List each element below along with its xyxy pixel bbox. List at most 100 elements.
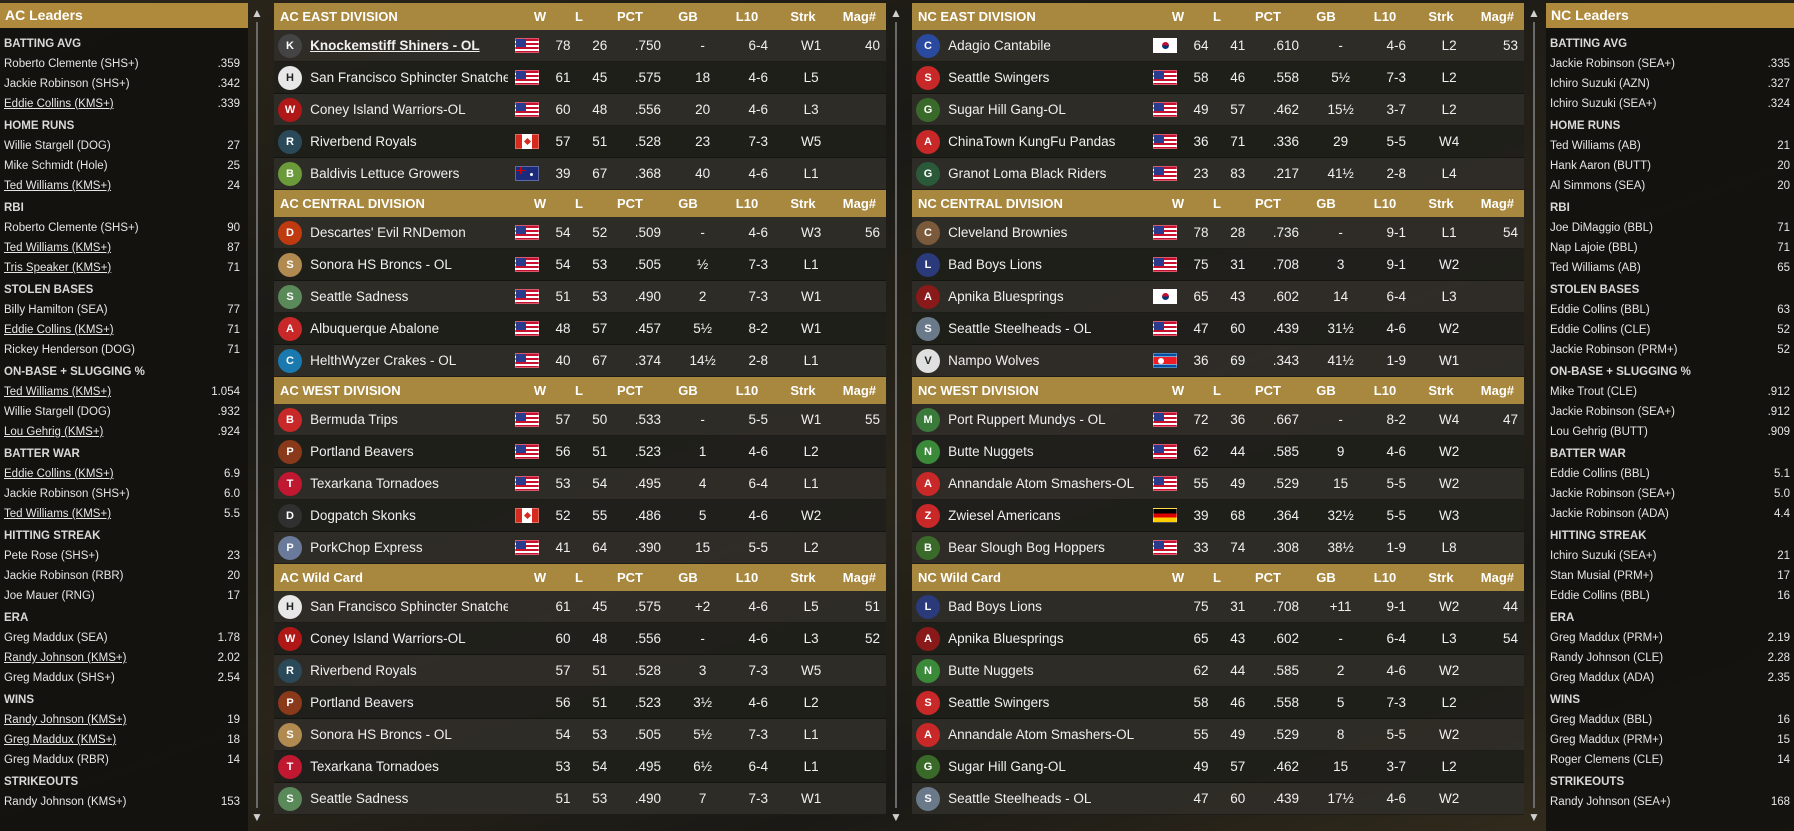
col-header-strk[interactable]: Strk [1428,383,1454,398]
col-header-strk[interactable]: Strk [790,383,816,398]
leader-row[interactable]: Roger Clemens (CLE) 14 [1546,750,1794,770]
leader-player[interactable]: Jackie Robinson (SHS+) [4,78,130,90]
leader-row[interactable]: Eddie Collins (KMS+) .339 [0,94,244,114]
leader-player[interactable]: Roberto Clemente (SHS+) [4,222,139,234]
leader-player[interactable]: Rickey Henderson (DOG) [4,344,136,356]
team-name[interactable]: Knockemstiff Shiners - OL [310,38,480,53]
scroll-up-icon[interactable]: ▲ [251,6,263,20]
leader-player[interactable]: Ted Williams (KMS+) [4,180,112,192]
leader-player[interactable]: Eddie Collins (KMS+) [4,98,114,110]
scroll-down-icon[interactable]: ▼ [251,810,263,824]
leader-player[interactable]: Eddie Collins (KMS+) [4,468,114,480]
scroll-down-icon[interactable]: ▼ [1528,810,1540,824]
leader-row[interactable]: Ichiro Suzuki (SEA+) 21 [1546,546,1794,566]
leader-row[interactable]: Eddie Collins (BBL) 5.1 [1546,464,1794,484]
team-name[interactable]: Apnika Bluesprings [948,631,1064,646]
team-name[interactable]: Bad Boys Lions [948,599,1042,614]
team-name[interactable]: Coney Island Warriors-OL [310,102,466,117]
leader-player[interactable]: Greg Maddux (KMS+) [4,734,117,746]
leader-player[interactable]: Pete Rose (SHS+) [4,550,99,562]
team-row[interactable]: H San Francisco Sphincter Snatchers 61 45 .5… [274,591,886,623]
leader-player[interactable]: Mike Schmidt (Hole) [4,160,108,172]
team-name[interactable]: Cleveland Brownies [948,225,1068,240]
leader-row[interactable]: Greg Maddux (PRM+) 15 [1546,730,1794,750]
team-row[interactable]: V Nampo Wolves 36 69 .343 41½ 1-9 W1 [912,345,1524,377]
leader-player[interactable]: Jackie Robinson (SEA+) [1550,488,1675,500]
leader-player[interactable]: Greg Maddux (RBR) [4,754,109,766]
leader-row[interactable]: Jackie Robinson (SHS+) .342 [0,74,244,94]
team-name[interactable]: Nampo Wolves [948,353,1040,368]
leader-player[interactable]: Eddie Collins (KMS+) [4,324,114,336]
leader-row[interactable]: Eddie Collins (CLE) 52 [1546,320,1794,340]
scroll-track[interactable] [256,22,258,808]
leader-player[interactable]: Lou Gehrig (KMS+) [4,426,104,438]
team-name[interactable]: Bear Slough Bog Hoppers [948,540,1105,555]
leader-player[interactable]: Eddie Collins (BBL) [1550,304,1650,316]
leader-row[interactable]: Mike Schmidt (Hole) 25 [0,156,244,176]
leader-player[interactable]: Greg Maddux (ADA) [1550,672,1655,684]
team-row[interactable]: A ChinaTown KungFu Pandas 36 71 .336 29 5-5 W4 [912,126,1524,158]
leader-row[interactable]: Tris Speaker (KMS+) 71 [0,258,244,278]
leader-row[interactable]: Al Simmons (SEA) 20 [1546,176,1794,196]
leader-row[interactable]: Jackie Robinson (SEA+) .912 [1546,402,1794,422]
team-row[interactable]: B Bermuda Trips 57 50 .533 - 5-5 W1 55 [274,404,886,436]
col-header-pct[interactable]: PCT [617,9,643,24]
leader-row[interactable]: Ted Williams (KMS+) 24 [0,176,244,196]
leader-player[interactable]: Lou Gehrig (BUTT) [1550,426,1648,438]
team-row[interactable]: L Bad Boys Lions 75 31 .708 3 9-1 W2 [912,249,1524,281]
col-header-gb[interactable]: GB [678,570,698,585]
col-header-mag[interactable]: Mag# [1480,570,1514,585]
col-header-w[interactable]: W [533,196,547,211]
team-name[interactable]: Sugar Hill Gang-OL [948,102,1066,117]
leader-player[interactable]: Joe DiMaggio (BBL) [1550,222,1653,234]
leader-row[interactable]: Eddie Collins (BBL) 16 [1546,586,1794,606]
leader-player[interactable]: Ted Williams (AB) [1550,262,1641,274]
leader-player[interactable]: Ichiro Suzuki (SEA+) [1550,98,1657,110]
col-header-pct[interactable]: PCT [1255,570,1281,585]
leader-row[interactable]: Greg Maddux (BBL) 16 [1546,710,1794,730]
team-row[interactable]: S Seattle Sadness 51 53 .490 7 7-3 W1 [274,783,886,815]
leader-row[interactable]: Randy Johnson (CLE) 2.28 [1546,648,1794,668]
team-row[interactable]: G Granot Loma Black Riders 23 83 .217 41½ 2-8 L… [912,158,1524,190]
leader-row[interactable]: Jackie Robinson (SHS+) 6.0 [0,484,244,504]
col-header-gb[interactable]: GB [1316,383,1336,398]
leader-row[interactable]: Greg Maddux (ADA) 2.35 [1546,668,1794,688]
leader-row[interactable]: Roberto Clemente (SHS+) 90 [0,218,244,238]
leader-player[interactable]: Billy Hamilton (SEA) [4,304,108,316]
col-header-l10[interactable]: L10 [1373,9,1397,24]
team-name[interactable]: San Francisco Sphincter Snatchers [310,70,509,85]
leader-player[interactable]: Jackie Robinson (ADA) [1550,508,1669,520]
col-header-mag[interactable]: Mag# [842,9,876,24]
nc-standings-scrollbar[interactable]: ▲ ▼ [1527,6,1541,824]
col-header-w[interactable]: W [1171,383,1185,398]
leader-player[interactable]: Eddie Collins (CLE) [1550,324,1651,336]
team-name[interactable]: Bad Boys Lions [948,257,1042,272]
leader-row[interactable]: Joe Mauer (RNG) 17 [0,586,244,606]
team-row[interactable]: S Seattle Sadness 51 53 .490 2 7-3 W1 [274,281,886,313]
team-row[interactable]: A Albuquerque Abalone 48 57 .457 5½ 8-2 W1 [274,313,886,345]
team-row[interactable]: P PorkChop Express 41 64 .390 15 5-5 L2 [274,532,886,564]
col-header-pct[interactable]: PCT [1255,9,1281,24]
team-row[interactable]: S Sonora HS Broncs - OL 54 53 .505 5½ 7-3 L1 [274,719,886,751]
leader-row[interactable]: Mike Trout (CLE) .912 [1546,382,1794,402]
team-row[interactable]: H San Francisco Sphincter Snatchers 61 45 .5… [274,62,886,94]
team-name[interactable]: Baldivis Lettuce Growers [310,166,460,181]
team-row[interactable]: S Seattle Swingers 58 46 .558 5½ 7-3 L2 [912,62,1524,94]
col-header-w[interactable]: W [533,9,547,24]
leader-row[interactable]: Willie Stargell (DOG) .932 [0,402,244,422]
leader-row[interactable]: Eddie Collins (BBL) 63 [1546,300,1794,320]
team-name[interactable]: Sugar Hill Gang-OL [948,759,1066,774]
leader-row[interactable]: Greg Maddux (PRM+) 2.19 [1546,628,1794,648]
leader-player[interactable]: Ted Williams (AB) [1550,140,1641,152]
leader-row[interactable]: Jackie Robinson (ADA) 4.4 [1546,504,1794,524]
leader-row[interactable]: Nap Lajoie (BBL) 71 [1546,238,1794,258]
leader-row[interactable]: Ted Williams (AB) 65 [1546,258,1794,278]
team-row[interactable]: G Sugar Hill Gang-OL 49 57 .462 15½ 3-7 L2 [912,94,1524,126]
scroll-down-icon[interactable]: ▼ [890,810,902,824]
team-name[interactable]: Sonora HS Broncs - OL [310,727,452,742]
leader-row[interactable]: Jackie Robinson (SEA+) 5.0 [1546,484,1794,504]
team-name[interactable]: Riverbend Royals [310,663,417,678]
leader-player[interactable]: Jackie Robinson (PRM+) [1550,344,1678,356]
leader-player[interactable]: Ichiro Suzuki (AZN) [1550,78,1650,90]
col-header-mag[interactable]: Mag# [1480,383,1514,398]
